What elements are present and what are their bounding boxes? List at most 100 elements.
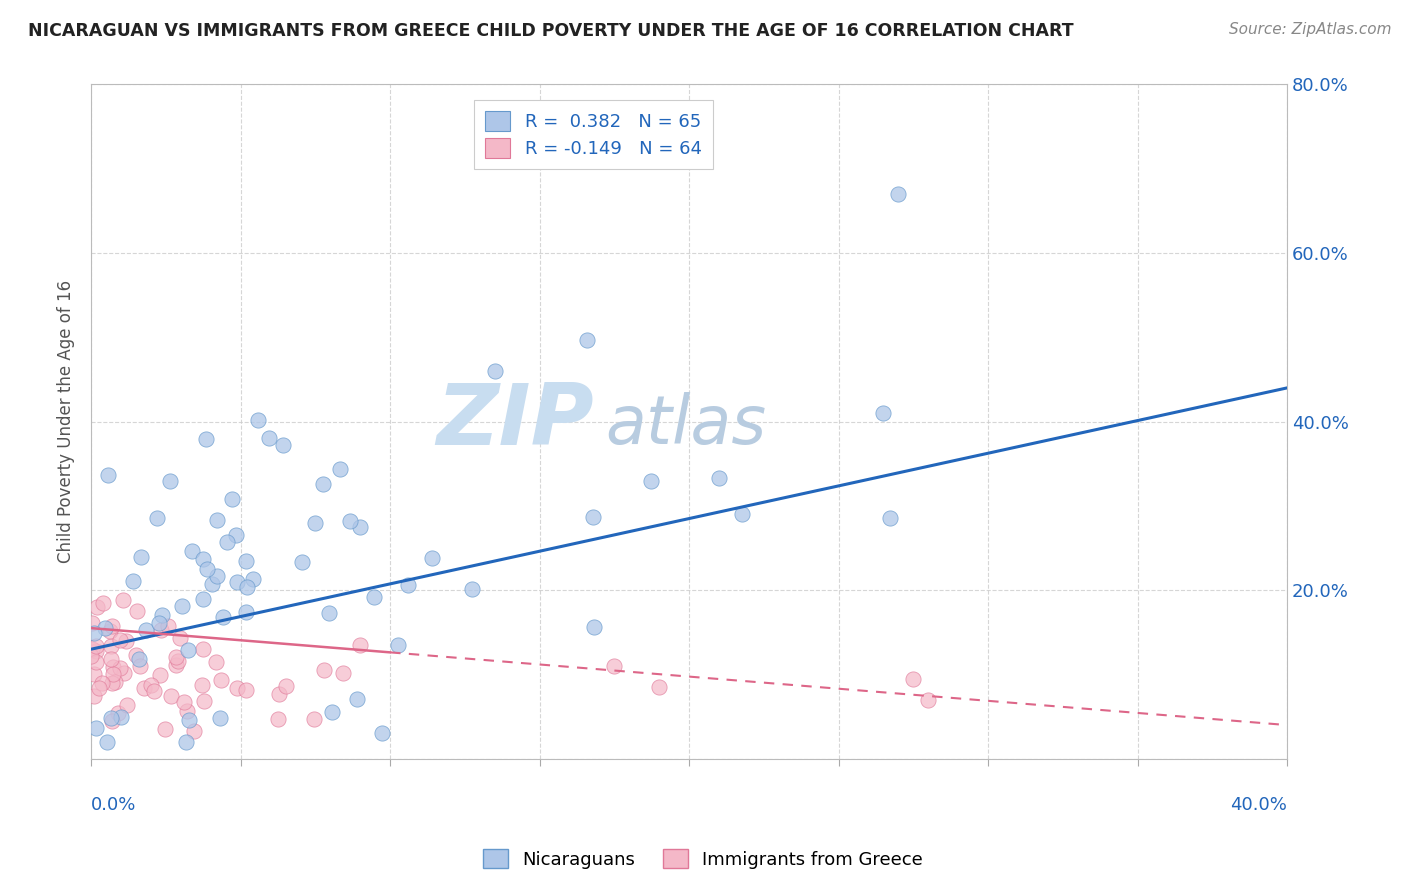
Point [329,462,352,476]
Point [159,474,181,488]
Point [115,634,138,648]
Text: ZIP: ZIP [436,380,593,463]
Text: Source: ZipAtlas.com: Source: ZipAtlas.com [1229,22,1392,37]
Point [110,661,132,675]
Point [160,689,183,703]
Point [603,659,626,673]
Text: atlas: atlas [606,392,766,458]
Point [583,620,606,634]
Legend: R =  0.382   N = 65, R = -0.149   N = 64: R = 0.382 N = 65, R = -0.149 N = 64 [474,100,713,169]
Point [112,665,135,680]
Point [215,535,238,549]
Point [387,638,409,652]
Point [363,590,385,604]
Point [97,468,120,483]
Point [339,514,361,528]
Point [193,591,215,606]
Point [134,681,156,696]
Point [903,672,925,686]
Point [86,639,108,653]
Point [707,470,730,484]
Point [235,553,257,567]
Point [91,676,114,690]
Point [484,364,506,378]
Point [121,574,143,588]
Text: NICARAGUAN VS IMMIGRANTS FROM GREECE CHILD POVERTY UNDER THE AGE OF 16 CORRELATI: NICARAGUAN VS IMMIGRANTS FROM GREECE CHI… [28,22,1074,40]
Point [225,528,247,542]
Point [80,642,103,657]
Point [135,623,157,637]
Point [242,572,264,586]
Point [169,631,191,645]
Point [582,510,605,524]
Point [208,711,231,725]
Point [180,544,202,558]
Point [101,676,124,690]
Point [461,582,484,596]
Point [205,569,228,583]
Point [166,654,188,668]
Point [165,649,187,664]
Point [731,507,754,521]
Point [887,187,910,202]
Point [104,674,127,689]
Point [191,678,214,692]
Point [173,695,195,709]
Point [302,712,325,726]
Point [879,511,901,525]
Point [917,693,939,707]
Point [640,474,662,488]
Point [83,667,105,681]
Point [125,604,148,618]
Point [304,516,326,530]
Point [207,513,229,527]
Point [103,659,125,673]
Point [156,618,179,632]
Point [346,692,368,706]
Point [93,596,115,610]
Point [257,431,280,445]
Point [197,562,219,576]
Point [349,519,371,533]
Text: 0.0%: 0.0% [91,796,136,814]
Point [396,578,419,592]
Y-axis label: Child Poverty Under the Age of 16: Child Poverty Under the Age of 16 [58,280,75,563]
Point [235,581,257,595]
Point [201,577,224,591]
Point [177,643,200,657]
Point [221,492,243,507]
Point [349,638,371,652]
Point [312,663,335,677]
Point [318,606,340,620]
Point [110,710,132,724]
Point [148,615,170,630]
Legend: Nicaraguans, Immigrants from Greece: Nicaraguans, Immigrants from Greece [475,841,931,876]
Point [145,511,167,525]
Point [648,680,671,694]
Point [101,666,124,681]
Point [87,681,110,695]
Point [165,658,187,673]
Point [274,679,297,693]
Point [100,711,122,725]
Point [150,623,173,637]
Point [246,413,269,427]
Point [108,632,131,647]
Point [128,651,150,665]
Point [271,437,294,451]
Point [291,555,314,569]
Point [172,599,194,614]
Point [225,575,247,590]
Point [86,599,108,614]
Point [191,641,214,656]
Point [176,735,198,749]
Point [86,721,108,735]
Point [311,476,333,491]
Point [420,551,443,566]
Point [225,681,247,696]
Point [80,648,103,663]
Point [183,723,205,738]
Point [125,648,148,662]
Point [267,687,290,701]
Point [80,615,103,630]
